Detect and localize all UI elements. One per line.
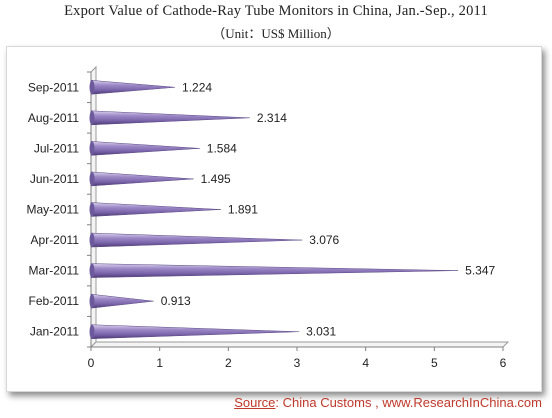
bar-jun-2011 [90, 171, 194, 187]
bar-may-2011 [90, 202, 221, 217]
x-tick-label: 4 [362, 356, 369, 370]
bar-aug-2011 [90, 110, 250, 126]
value-label: 1.584 [207, 141, 237, 155]
category-label: Mar-2011 [29, 264, 80, 278]
value-label: 5.347 [465, 264, 495, 278]
category-label: Feb-2011 [29, 294, 80, 308]
bar-jan-2011 [90, 324, 300, 339]
bar-base-sep-2011 [89, 80, 95, 95]
value-label: 3.031 [306, 325, 336, 339]
value-label: 0.913 [161, 294, 191, 308]
source-text: : China Customs , www.ResearchInChina.co… [275, 395, 542, 410]
category-label: Sep-2011 [28, 80, 79, 94]
bar-base-feb-2011 [89, 294, 95, 309]
bar-mar-2011 [90, 263, 459, 278]
value-label: 1.891 [228, 203, 258, 217]
bar-base-jan-2011 [89, 324, 95, 339]
category-label: Apr-2011 [31, 233, 80, 247]
bar-feb-2011 [90, 293, 154, 309]
bar-jul-2011 [90, 141, 200, 156]
bar-sep-2011 [90, 80, 176, 95]
x-tick-label: 5 [431, 356, 438, 370]
bar-base-mar-2011 [89, 263, 95, 278]
category-label: Jun-2011 [30, 172, 79, 186]
value-label: 1.224 [182, 80, 212, 94]
category-label: Aug-2011 [28, 111, 79, 125]
bar-base-jul-2011 [89, 141, 95, 156]
x-tick-label: 1 [156, 356, 163, 370]
category-label: May-2011 [27, 203, 80, 217]
x-tick-label: 2 [225, 356, 232, 370]
source-label: Source [234, 395, 276, 410]
bar-base-aug-2011 [89, 110, 95, 125]
chart-labels: 0 1 2 3 4 5 6 Jan-2011 3.031 Feb-2011 0.913 Mar-201… [27, 80, 507, 370]
value-label: 3.076 [309, 233, 339, 247]
source-note: Source: China Customs , www.ResearchInCh… [234, 395, 542, 410]
category-label: Jan-2011 [30, 325, 79, 339]
bar-base-jun-2011 [89, 171, 95, 186]
chart-bars [89, 80, 459, 339]
value-label: 2.314 [257, 111, 287, 125]
chart-subtitle: （Unit：US$ Million） [212, 26, 340, 41]
value-label: 1.495 [201, 172, 231, 186]
x-tick-label: 0 [88, 356, 95, 370]
bar-apr-2011 [90, 232, 303, 248]
chart-title: Export Value of Cathode-Ray Tube Monitor… [64, 3, 488, 19]
axis-floor [89, 341, 510, 348]
x-tick-label: 6 [500, 356, 507, 370]
x-tick-label: 3 [294, 356, 301, 370]
bar-base-apr-2011 [89, 233, 95, 248]
category-label: Jul-2011 [34, 141, 79, 155]
bar-base-may-2011 [89, 202, 95, 217]
